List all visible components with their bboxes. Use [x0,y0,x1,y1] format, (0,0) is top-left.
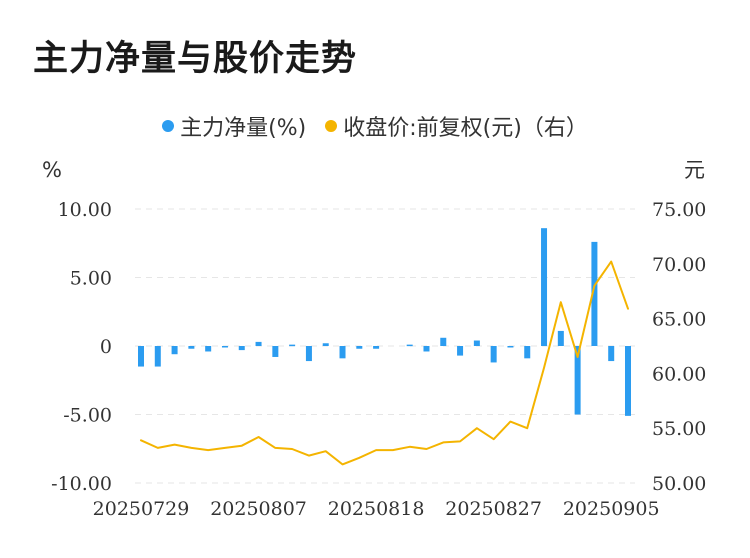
legend-item-close-price[interactable]: 收盘价:前复权(元)（右） [325,110,588,142]
net-volume-bar [608,346,615,362]
legend-label-net-volume: 主力净量(%) [180,116,307,141]
right-tick-label: 55.00 [652,418,706,440]
legend-label-close-price: 收盘价:前复权(元)（右） [343,116,588,141]
left-tick-label: 10.00 [58,199,112,221]
net-volume-bar [255,341,262,346]
net-volume-bar [591,241,598,346]
net-volume-bar [238,346,245,351]
net-volume-bar [272,346,279,357]
left-tick-label: -10.00 [51,473,112,495]
x-tick-label: 20250818 [328,498,425,520]
x-tick-label: 20250807 [210,498,307,520]
close-price-line [140,260,629,466]
right-tick-label: 75.00 [652,199,706,221]
net-volume-bar [406,344,413,347]
right-tick-label: 65.00 [652,309,706,331]
left-axis-unit: % [42,158,62,182]
net-volume-bar [373,346,380,349]
left-tick-label: -5.00 [63,405,112,427]
net-volume-bar [473,340,480,346]
net-volume-bar [305,346,312,362]
chart-title: 主力净量与股价走势 [33,39,358,79]
net-volume-bar [423,346,430,352]
net-volume-bar [289,344,296,347]
net-volume-bar [188,346,195,349]
net-volume-bar [339,346,346,359]
x-tick-label: 20250827 [445,498,542,520]
net-volume-bar [557,330,564,346]
net-volume-bar [457,346,464,356]
net-volume-bar [171,346,178,355]
net-volume-bar [322,343,329,346]
legend-dot-yellow [325,120,338,132]
net-volume-bar [440,337,447,346]
net-volume-bar [138,346,144,367]
legend: 主力净量(%) 收盘价:前复权(元)（右） [0,110,750,142]
x-tick-label: 20250905 [563,498,660,520]
right-axis-unit: 元 [684,158,705,182]
net-volume-bar [541,228,548,346]
right-tick-label: 50.00 [652,473,706,495]
net-volume-bar [154,346,161,367]
net-volume-bar [574,346,581,415]
net-volume-bar [356,346,363,349]
right-tick-label: 60.00 [652,363,706,385]
left-tick-label: 5.00 [70,268,112,290]
right-tick-label: 70.00 [652,254,706,276]
net-volume-bar [490,346,497,363]
net-volume-bar [625,346,631,416]
net-volume-bar [524,346,531,359]
legend-dot-blue [162,120,175,132]
net-volume-bar [221,346,228,348]
net-volume-bar [507,346,514,348]
x-tick-label: 20250729 [93,498,190,520]
left-tick-label: 0 [100,336,112,358]
net-volume-bar [205,346,212,352]
legend-item-net-volume[interactable]: 主力净量(%) [162,110,306,142]
